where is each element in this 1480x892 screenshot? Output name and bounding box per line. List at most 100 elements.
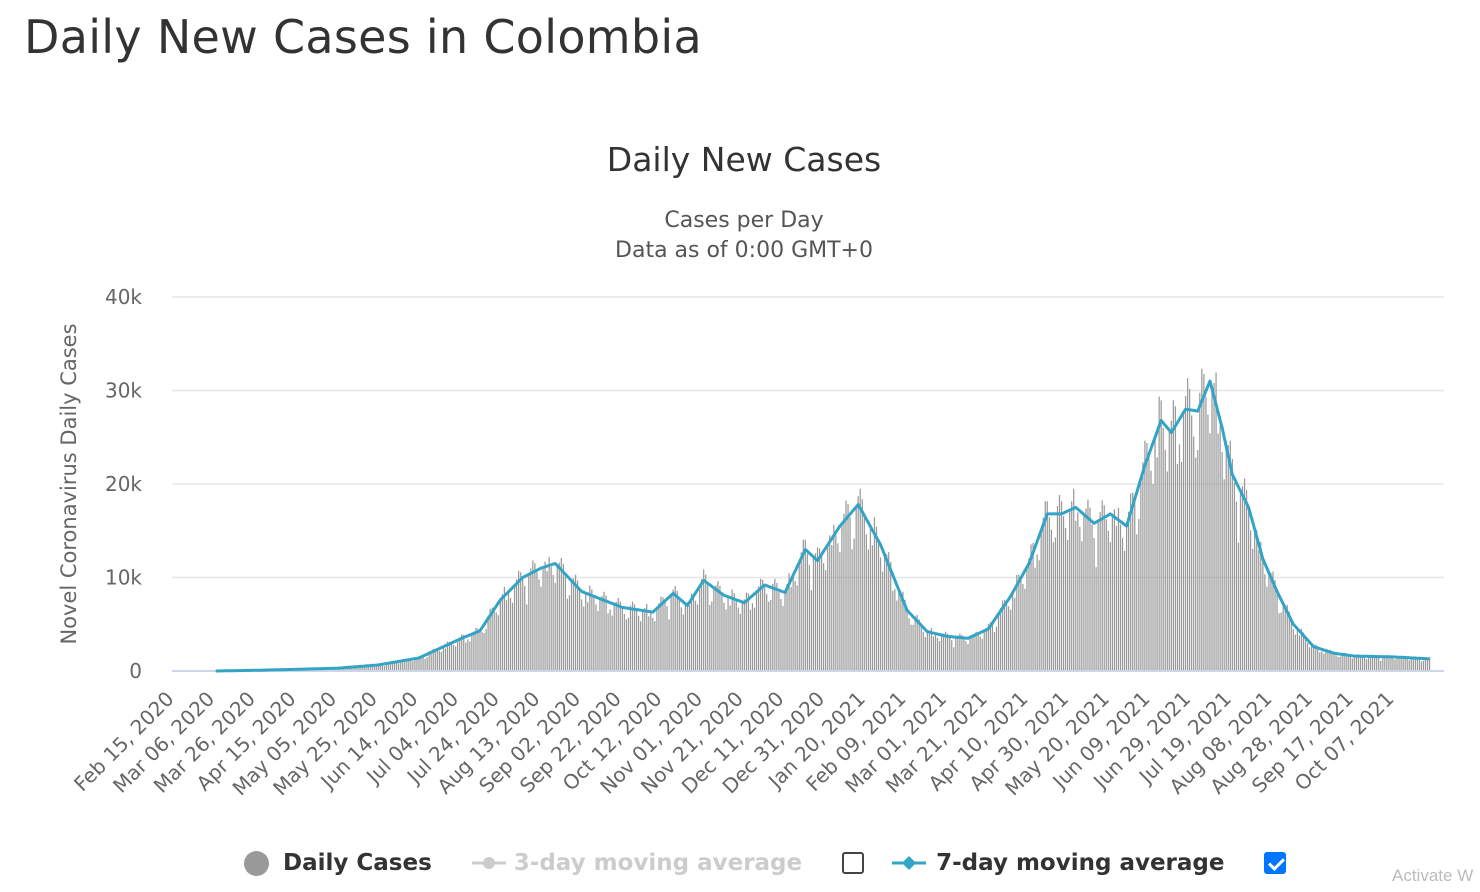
daily-case-bar	[721, 595, 723, 671]
daily-case-bar	[1138, 518, 1140, 671]
daily-case-bar	[1010, 609, 1012, 671]
daily-case-bar	[1146, 442, 1148, 671]
daily-case-bar	[945, 631, 947, 671]
daily-case-bar	[835, 535, 837, 671]
daily-case-bar	[393, 662, 396, 671]
daily-case-bar	[518, 570, 520, 671]
daily-case-bar	[1211, 388, 1213, 671]
daily-case-bar	[666, 606, 668, 671]
daily-case-bar	[548, 557, 550, 671]
daily-case-bar	[1227, 445, 1229, 671]
daily-case-bar	[1003, 599, 1006, 671]
daily-case-bar	[1001, 600, 1004, 671]
daily-case-bar	[495, 612, 497, 671]
daily-case-bar	[339, 668, 341, 671]
daily-case-bar	[1329, 649, 1331, 671]
daily-case-bar	[1315, 644, 1317, 671]
daily-case-bar	[1306, 643, 1309, 671]
daily-case-bar	[1361, 656, 1364, 671]
daily-case-bar	[912, 624, 914, 671]
daily-case-bar	[554, 582, 556, 671]
legend-item-7-day-average[interactable]: 7-day moving average	[892, 850, 1224, 876]
daily-case-bar	[727, 596, 729, 671]
daily-case-bar	[922, 631, 924, 671]
daily-case-bar	[385, 663, 388, 671]
daily-case-bar	[1325, 650, 1327, 671]
daily-case-bar	[383, 666, 386, 671]
daily-case-bar	[461, 634, 463, 671]
daily-case-bar	[576, 580, 579, 671]
7-day-average-checkbox[interactable]	[1264, 852, 1287, 874]
daily-case-bar	[589, 585, 591, 671]
daily-case-bar	[674, 586, 676, 671]
daily-case-bar	[633, 604, 636, 671]
3-day-average-checkbox[interactable]	[842, 852, 865, 874]
daily-cases-marker-icon	[244, 850, 269, 876]
daily-case-bar	[1378, 658, 1380, 671]
daily-case-bar	[1288, 611, 1290, 671]
daily-case-bar	[491, 607, 493, 671]
daily-case-bar	[1343, 652, 1345, 671]
daily-case-bar	[975, 631, 977, 671]
y-tick-label: 0	[129, 659, 142, 683]
daily-case-bar	[1241, 486, 1244, 671]
daily-case-bar	[1152, 483, 1154, 671]
daily-case-bar	[892, 591, 894, 671]
daily-case-bar	[1335, 655, 1337, 671]
daily-case-bar	[1123, 550, 1126, 671]
daily-case-bar	[469, 641, 471, 671]
daily-case-bar	[1079, 526, 1081, 671]
daily-case-bar	[471, 634, 473, 671]
daily-case-bar	[1062, 516, 1065, 671]
daily-case-bar	[957, 635, 959, 671]
legend-item-daily-cases[interactable]: Daily Cases	[244, 850, 432, 876]
daily-case-bar	[1012, 592, 1014, 671]
daily-case-bar	[1119, 524, 1122, 671]
daily-case-bar	[985, 627, 987, 671]
daily-case-bar	[507, 593, 510, 671]
daily-case-bar	[1272, 571, 1274, 671]
daily-case-bar	[1280, 612, 1282, 671]
daily-case-bar	[784, 592, 786, 671]
daily-case-bar	[739, 613, 741, 671]
daily-case-bar	[1221, 452, 1223, 671]
daily-case-bar	[1093, 538, 1095, 671]
daily-case-bar	[448, 641, 451, 671]
bar-series-daily-cases	[217, 368, 1431, 671]
daily-case-bar	[1160, 400, 1162, 671]
daily-case-bar	[1077, 512, 1079, 671]
daily-case-bar	[1040, 530, 1042, 671]
daily-case-bar	[1256, 530, 1258, 671]
daily-case-bar	[546, 571, 548, 671]
daily-case-bar	[414, 658, 416, 671]
daily-case-bar	[1396, 657, 1398, 671]
chart-subtitle-line-1: Cases per Day	[664, 208, 824, 233]
daily-case-bar	[841, 523, 843, 671]
daily-case-bar	[1207, 414, 1209, 671]
daily-case-bar	[396, 662, 398, 671]
grid-lines	[172, 296, 1444, 579]
daily-case-bar	[369, 666, 371, 671]
daily-case-bar	[881, 571, 884, 671]
daily-case-bar	[475, 627, 477, 671]
daily-case-bar	[652, 617, 654, 671]
daily-case-bar	[404, 660, 406, 671]
daily-case-bar	[597, 611, 599, 671]
daily-case-bar	[1406, 658, 1408, 671]
daily-case-bar	[1374, 655, 1376, 671]
daily-case-bar	[1048, 517, 1050, 671]
daily-case-bar	[646, 603, 648, 671]
daily-case-bar	[1394, 659, 1396, 671]
daily-case-bar	[1243, 478, 1246, 671]
daily-case-bar	[1386, 655, 1388, 671]
daily-case-bar	[1006, 603, 1008, 671]
daily-case-bar	[1060, 501, 1063, 671]
legend-item-3-day-average[interactable]: 3-day moving average	[471, 850, 802, 876]
daily-case-bar	[1355, 655, 1357, 671]
daily-case-bar	[1091, 524, 1093, 671]
daily-case-bar	[1201, 368, 1203, 671]
y-tick-label: 40k	[105, 285, 142, 309]
daily-case-bar	[782, 605, 784, 671]
daily-case-bar	[890, 561, 892, 671]
daily-case-bar	[1020, 579, 1022, 671]
